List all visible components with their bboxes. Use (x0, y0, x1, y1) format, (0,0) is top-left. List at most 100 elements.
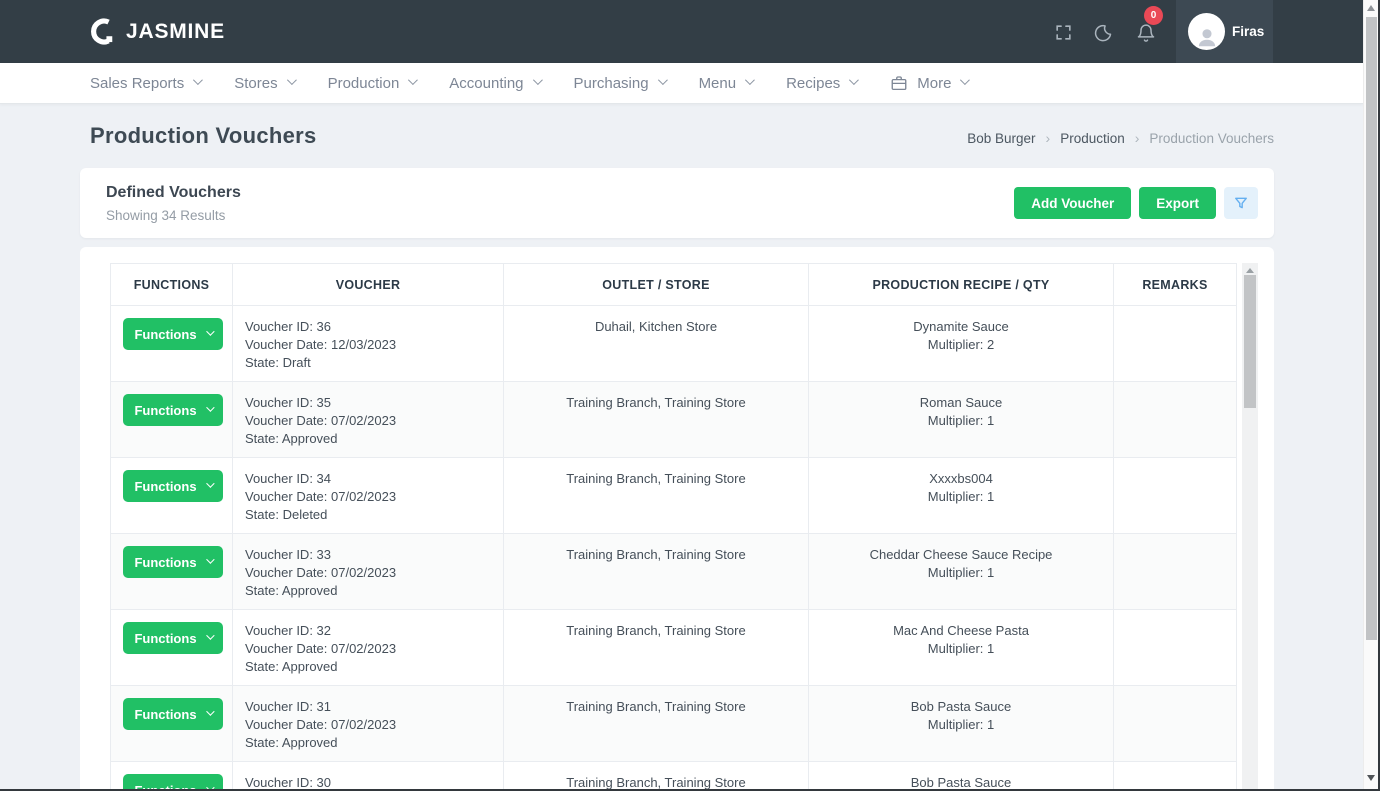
functions-button[interactable]: Functions (123, 622, 223, 654)
breadcrumb-item[interactable]: Production (1060, 130, 1125, 146)
chevron-down-icon (286, 74, 297, 85)
column-header-remarks: REMARKS (1113, 263, 1237, 306)
chevron-down-icon (205, 478, 215, 488)
multiplier-text: Multiplier: 2 (927, 337, 995, 352)
voucher-state-text: State: Approved (245, 431, 338, 446)
chevron-down-icon (205, 554, 215, 564)
vouchers-table: FUNCTIONS VOUCHER OUTLET / STORE PRODUCT… (110, 263, 1237, 791)
scrollbar-up-arrow[interactable] (1367, 5, 1375, 11)
nav-item[interactable]: Purchasing (574, 74, 668, 92)
table-body: Functions Voucher ID: 36 Voucher Date: 1… (110, 305, 1237, 791)
window-scrollbar[interactable] (1363, 0, 1378, 791)
voucher-cell: Voucher ID: 33 Voucher Date: 07/02/2023 … (232, 533, 504, 610)
nav-item[interactable]: Recipes (786, 74, 860, 92)
recipe-name-text: Bob Pasta Sauce (910, 775, 1012, 790)
voucher-cell: Voucher ID: 35 Voucher Date: 07/02/2023 … (232, 381, 504, 458)
voucher-cell: Voucher ID: 32 Voucher Date: 07/02/2023 … (232, 609, 504, 686)
scroll-up-icon[interactable] (1246, 268, 1254, 273)
voucher-state-text: State: Deleted (245, 507, 328, 522)
person-icon (1194, 24, 1220, 50)
outlet-store-cell: Duhail, Kitchen Store (503, 305, 809, 382)
nav-item[interactable]: Stores (234, 75, 297, 92)
nav-item-label: Recipes (786, 74, 841, 92)
chevron-down-icon (205, 630, 215, 640)
column-header-production-recipe-qty: PRODUCTION RECIPE / QTY (808, 263, 1114, 306)
remarks-cell (1113, 305, 1237, 382)
voucher-cell: Voucher ID: 31 Voucher Date: 07/02/2023 … (232, 685, 504, 762)
nav-item[interactable]: Accounting (449, 74, 543, 92)
voucher-id-text: Voucher ID: 34 (245, 471, 331, 486)
table-header-row: FUNCTIONS VOUCHER OUTLET / STORE PRODUCT… (110, 263, 1237, 306)
table-row: Functions Voucher ID: 32 Voucher Date: 0… (110, 609, 1237, 686)
table-row: Functions Voucher ID: 31 Voucher Date: 0… (110, 685, 1237, 762)
nav-item[interactable]: More (890, 74, 971, 92)
nav-item[interactable]: Production (328, 74, 419, 92)
chevron-down-icon (532, 74, 543, 85)
multiplier-text: Multiplier: 1 (927, 641, 995, 656)
theme-toggle-button[interactable] (1091, 21, 1115, 45)
user-name: Firas (1232, 24, 1265, 39)
user-menu[interactable]: Firas (1176, 0, 1273, 63)
table-row: Functions Voucher ID: 34 Voucher Date: 0… (110, 457, 1237, 534)
voucher-state-text: State: Approved (245, 583, 338, 598)
remarks-cell (1113, 533, 1237, 610)
topbar: JASMINE 0 (0, 0, 1363, 63)
multiplier-text: Multiplier: 1 (927, 717, 995, 732)
chevron-down-icon (205, 326, 215, 336)
chevron-down-icon (193, 74, 204, 85)
table-scrollbar-thumb[interactable] (1244, 275, 1256, 408)
voucher-date-text: Voucher Date: 07/02/2023 (245, 565, 397, 580)
nav-menu: Sales Reports Stores Production Accounti… (0, 63, 1363, 104)
voucher-state-text: State: Approved (245, 735, 338, 750)
recipe-cell: Dynamite Sauce Multiplier: 2 (808, 305, 1114, 382)
chevron-down-icon (960, 74, 971, 85)
recipe-cell: Xxxxbs004 Multiplier: 1 (808, 457, 1114, 534)
functions-button[interactable]: Functions (123, 470, 223, 502)
table-scrollbar[interactable] (1242, 263, 1258, 791)
recipe-name-text: Xxxxbs004 (929, 471, 993, 486)
nav-item-label: More (917, 74, 952, 92)
outlet-store-cell: Training Branch, Training Store (503, 685, 809, 762)
functions-button-label: Functions (134, 706, 197, 722)
functions-button[interactable]: Functions (123, 394, 223, 426)
window-scrollbar-thumb[interactable] (1366, 17, 1377, 640)
vouchers-table-card: FUNCTIONS VOUCHER OUTLET / STORE PRODUCT… (80, 247, 1274, 791)
chevron-down-icon (408, 74, 419, 85)
notifications-button[interactable] (1134, 21, 1158, 45)
column-header-functions: FUNCTIONS (110, 263, 233, 306)
functions-button[interactable]: Functions (123, 698, 223, 730)
functions-button[interactable]: Functions (123, 318, 223, 350)
brand-name: JASMINE (126, 19, 225, 43)
fullscreen-button[interactable] (1051, 20, 1075, 44)
add-voucher-button[interactable]: Add Voucher (1014, 187, 1132, 219)
outlet-store-cell: Training Branch, Training Store (503, 533, 809, 610)
voucher-cell: Voucher ID: 36 Voucher Date: 12/03/2023 … (232, 305, 504, 382)
table-row: Functions Voucher ID: 35 Voucher Date: 0… (110, 381, 1237, 458)
notification-badge: 0 (1144, 6, 1163, 25)
filter-button[interactable] (1224, 187, 1258, 219)
nav-item[interactable]: Menu (699, 75, 755, 92)
remarks-cell (1113, 761, 1237, 791)
chevron-down-icon (657, 74, 668, 85)
functions-button[interactable]: Functions (123, 774, 223, 791)
outlet-store-cell: Training Branch, Training Store (503, 609, 809, 686)
functions-button[interactable]: Functions (123, 546, 223, 578)
voucher-date-text: Voucher Date: 07/02/2023 (245, 641, 397, 656)
recipe-name-text: Dynamite Sauce (913, 319, 1009, 334)
voucher-state-text: State: Approved (245, 659, 338, 674)
brand: JASMINE (90, 0, 225, 63)
column-header-outlet-store: OUTLET / STORE (503, 263, 809, 306)
chevron-down-icon (205, 402, 215, 412)
breadcrumb-item[interactable]: Bob Burger (967, 130, 1036, 146)
scrollbar-down-arrow[interactable] (1367, 775, 1375, 781)
functions-button-label: Functions (134, 630, 197, 646)
nav-item[interactable]: Sales Reports (90, 74, 204, 92)
remarks-cell (1113, 685, 1237, 762)
export-button[interactable]: Export (1139, 187, 1216, 219)
functions-button-label: Functions (134, 478, 197, 494)
voucher-date-text: Voucher Date: 12/03/2023 (245, 337, 397, 352)
voucher-cell: Voucher ID: 34 Voucher Date: 07/02/2023 … (232, 457, 504, 534)
table-row: Functions Voucher ID: 36 Voucher Date: 1… (110, 305, 1237, 382)
chevron-down-icon (849, 74, 860, 85)
